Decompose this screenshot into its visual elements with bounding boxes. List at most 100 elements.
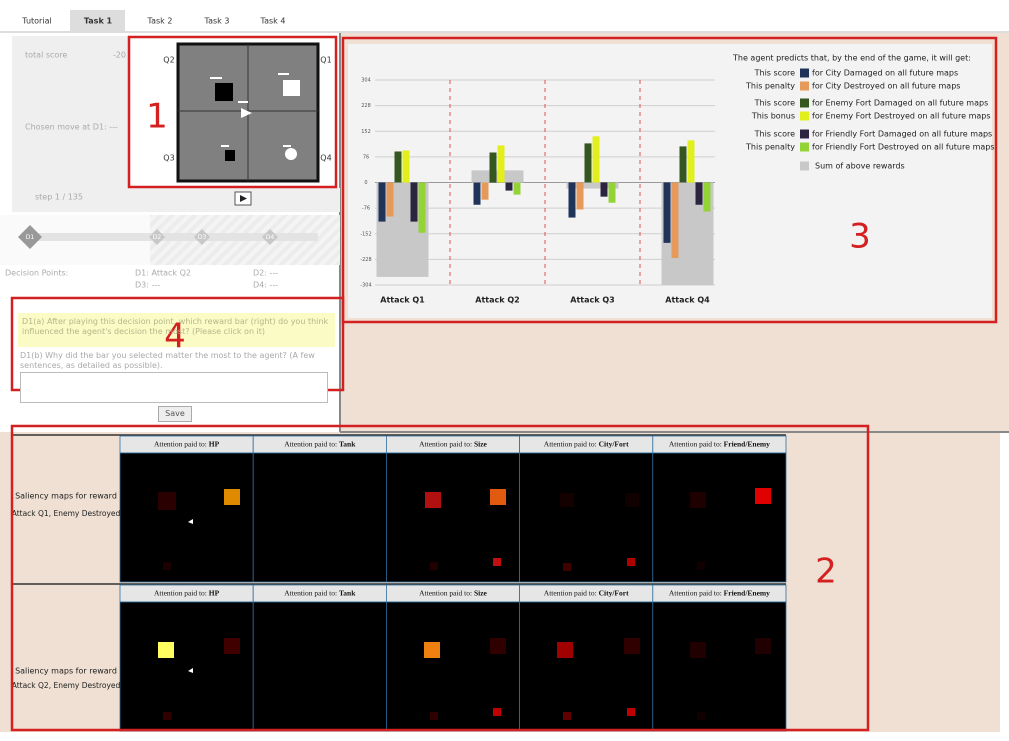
row-title: Saliency maps for reward [15,492,117,501]
score-panel [12,36,130,212]
bar[interactable] [566,182,619,189]
bar[interactable] [592,136,600,183]
bar[interactable] [679,146,687,183]
bar[interactable] [473,182,481,205]
bar[interactable] [513,182,521,195]
quadrant-label: Q1 [320,56,331,65]
tab[interactable]: Task 4 [260,17,286,26]
tab[interactable]: Task 2 [147,17,173,26]
bar[interactable] [481,182,489,200]
header-prefix: Attention paid to: [669,588,722,597]
saliency-cell [163,712,171,720]
header-feature: Size [474,439,488,448]
bar[interactable] [663,182,671,243]
bar[interactable] [568,182,576,218]
save-button[interactable]: Save [158,406,192,422]
question-a: D1(a) After playing this decision point,… [22,317,329,336]
bar[interactable] [489,152,497,183]
bar[interactable] [386,182,394,217]
decision-entry: D3: --- [135,281,160,290]
map-header-text: Attention paid to: City/Fort [544,439,629,448]
header-prefix: Attention paid to: [284,588,337,597]
bar[interactable] [608,182,616,203]
bar[interactable] [497,145,505,183]
bar[interactable] [671,182,679,259]
map-header-text: Attention paid to: Size [419,588,487,597]
bar[interactable] [703,182,711,212]
saliency-cell [490,489,506,505]
legend-label: for City Damaged on all future maps [812,69,958,78]
map-header-text: Attention paid to: Size [419,439,487,448]
y-tick-label: 0 [364,180,367,186]
legend-swatch [800,81,809,91]
bar[interactable] [394,151,402,183]
header-feature: Friend/Enemy [724,588,770,597]
decision-markers: D1 D2 D3 D4 [18,225,278,249]
header-feature: City/Fort [599,439,629,448]
region-label: 3 [849,217,871,257]
bar[interactable] [402,150,410,183]
header-prefix: Attention paid to: [544,588,597,597]
hp-bar [283,145,291,147]
tab[interactable]: Tutorial [21,17,51,26]
saliency-cell [697,712,705,720]
tab[interactable]: Task 3 [204,17,230,26]
hp-bar [221,145,229,147]
legend-label: for City Destroyed on all future maps [812,82,960,91]
hp-bar [238,101,248,103]
y-tick-label: 152 [361,129,371,135]
quadrant-label: Q2 [163,56,174,65]
reward-chart: 304 228 152 76 0 -76 -152 -228 -304 Attack Q1 Atta… [360,54,994,305]
saliency-cell [560,493,574,507]
map-header-text: Attention paid to: HP [154,439,220,448]
answer-textarea[interactable] [20,372,328,403]
decision-diamond[interactable] [18,225,42,249]
chosen-move: Chosen move at D1: --- [25,123,118,132]
saliency-cell [490,638,506,654]
saliency-cell [690,492,706,508]
bar[interactable] [687,140,695,183]
bar[interactable] [378,182,386,222]
question-b: D1(b) Why did the bar you selected matte… [20,351,315,370]
bar[interactable] [600,182,608,197]
bar[interactable] [418,182,426,233]
header-feature: Tank [339,588,356,597]
decision-points-label: Decision Points: [5,269,68,278]
step-counter: step 1 / 135 [35,193,83,202]
decision-diamond[interactable] [262,229,278,245]
bar[interactable] [695,182,703,205]
saliency-cell [158,492,176,510]
agent-mark [188,519,193,524]
saliency-cell [563,563,571,571]
legend-prefix: This score [754,99,795,108]
region-label: 2 [815,552,837,592]
saliency-cell [624,638,640,654]
decision-diamond[interactable] [194,229,210,245]
decision-diamond[interactable] [149,229,165,245]
bar[interactable] [505,182,513,191]
saliency-cell [424,642,440,658]
region-label: 4 [164,317,186,357]
legend-swatch [800,142,809,152]
row-label-cell [12,585,120,731]
saliency-map [119,452,254,583]
bar[interactable] [576,182,584,210]
saliency-cell [430,712,438,720]
row-reward: Attack Q2, Enemy Destroyed [12,681,121,690]
total-score-label: total score [25,51,67,60]
play-icon [240,195,247,202]
bar[interactable] [410,182,418,222]
saliency-cell [690,642,706,658]
tab[interactable]: Task 1 [84,17,113,26]
bar[interactable] [584,143,592,183]
region-box [127,35,338,189]
saliency-cell [430,562,438,570]
legend-prefix: This bonus [751,112,795,121]
saliency-map [652,452,787,583]
saliency-cell [755,488,771,504]
question-highlight[interactable] [18,313,335,347]
y-tick-label: 228 [361,103,371,109]
decision-marker-label: D3 [198,234,207,241]
